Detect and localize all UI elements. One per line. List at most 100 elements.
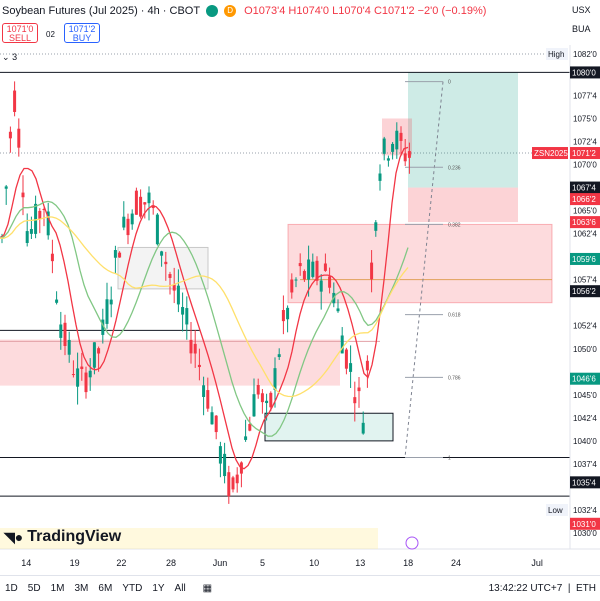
sell-price: 1071'0 <box>6 24 34 34</box>
time-tick-label: 28 <box>166 558 176 568</box>
unit-selector[interactable]: BUA <box>572 24 591 34</box>
fib-label: 0.618 <box>448 313 461 319</box>
price-chart[interactable]: 0 0.236 0.382 0.618 0.786 1 1082'0 1077'4 1075'0… <box>0 0 600 575</box>
timeframe-1y[interactable]: 1Y <box>152 583 165 594</box>
ma-slow-line <box>0 216 409 398</box>
price-badge <box>546 503 568 516</box>
session-selector[interactable]: ETH <box>576 583 596 594</box>
price-badge <box>570 216 600 229</box>
candle-body <box>101 319 105 335</box>
currency-selector[interactable]: USX <box>572 5 591 15</box>
price-tick-label: 1050'0 <box>573 345 597 354</box>
ohlc-values: O1073'4 H1074'0 L1070'4 C1071'2 −2'0 (−0… <box>244 5 487 17</box>
candle-body <box>193 343 197 354</box>
time-tick-label: 18 <box>403 558 413 568</box>
fib-label: 0.236 <box>448 165 461 171</box>
price-tick-label: 1065'0 <box>573 207 597 216</box>
sell-button[interactable]: 1071'0 SELL <box>2 23 38 43</box>
candle-body <box>185 308 189 325</box>
price-tick-label: 1030'0 <box>573 529 597 538</box>
candle-body <box>349 363 353 372</box>
price-badge <box>570 372 600 385</box>
price-badge-label: 1059'6 <box>572 255 596 264</box>
candle-body <box>273 368 277 390</box>
candle-body <box>227 472 231 497</box>
sell-label: SELL <box>8 33 32 43</box>
delayed-label: D <box>227 6 233 15</box>
buy-button[interactable]: 1071'2 BUY <box>64 23 100 43</box>
candle-body <box>286 307 290 320</box>
price-badge <box>532 147 568 160</box>
fib-label: 0 <box>448 80 451 86</box>
price-tick-label: 1045'0 <box>573 391 597 400</box>
price-badge <box>570 517 600 530</box>
candle-body <box>168 274 172 278</box>
candle-body <box>357 387 361 392</box>
candle-body <box>319 280 323 292</box>
candle-body <box>67 339 71 355</box>
candle-body <box>265 400 269 404</box>
indicators-toggle[interactable]: ⌄ 3 <box>2 52 17 63</box>
fib-label: 1 <box>448 455 451 461</box>
candle-body <box>126 218 130 236</box>
candle-body <box>164 261 168 265</box>
candle-body <box>311 261 315 277</box>
status-right: 13:42:22 UTC+7 | ETH <box>488 583 596 594</box>
candle-body <box>13 90 17 112</box>
candle-body <box>109 299 113 305</box>
candle-body <box>248 423 252 431</box>
calendar-icon[interactable]: ▦ <box>202 583 213 594</box>
timeframe-5d[interactable]: 5D <box>27 583 41 594</box>
candle-body <box>202 385 206 397</box>
candle-body <box>97 348 101 354</box>
timeframe-all[interactable]: All <box>174 583 186 594</box>
time-tick-label: 14 <box>21 558 31 568</box>
price-badge-label: 1056'2 <box>572 287 596 296</box>
price-badge <box>570 476 600 489</box>
bottom-toolbar: 1D 5D 1M 3M 6M YTD 1Y All ▦ 13:42:22 UTC… <box>0 575 600 601</box>
candle-body <box>50 253 54 262</box>
price-badge <box>546 48 568 60</box>
candle-body <box>298 263 302 267</box>
price-tick-label: 1052'4 <box>573 322 597 331</box>
logo-text: TradingView <box>27 528 122 545</box>
candle-body <box>307 259 311 280</box>
price-badge-label: 1063'6 <box>572 218 596 227</box>
price-badge <box>570 66 600 79</box>
candle-body <box>38 210 42 219</box>
timeframe-3m[interactable]: 3M <box>74 583 89 594</box>
candle-body <box>353 397 357 404</box>
time-highlight <box>0 528 378 549</box>
candle-body <box>172 284 176 291</box>
stop-zone <box>408 187 518 223</box>
timeframe-1m[interactable]: 1M <box>50 583 65 594</box>
candle-body <box>235 474 239 484</box>
supply-zone-left <box>0 339 340 386</box>
candle-body <box>386 158 390 161</box>
timeframe-ytd[interactable]: YTD <box>122 583 143 594</box>
symbol-title[interactable]: Soybean Futures (Jul 2025) · 4h · CBOT <box>2 5 201 17</box>
price-tick-label: 1072'4 <box>573 138 597 147</box>
candle-body <box>130 213 134 225</box>
candle-body <box>55 299 59 303</box>
price-tick-label: 1032'4 <box>573 506 597 515</box>
spread-value: 02 <box>46 30 55 39</box>
price-badge-label: 1031'0 <box>572 520 596 529</box>
timeframe-6m[interactable]: 6M <box>98 583 113 594</box>
price-badge <box>570 252 600 265</box>
candle-body <box>206 390 210 409</box>
candle-body <box>365 360 369 371</box>
candle-body <box>63 322 67 347</box>
candle-body <box>328 276 332 288</box>
tradingview-logo: ◥● TradingView <box>4 528 121 546</box>
candle-body <box>336 308 340 312</box>
candle-body <box>290 279 294 293</box>
candle-body <box>113 250 117 258</box>
market-open-icon <box>206 5 219 17</box>
timeframe-1d[interactable]: 1D <box>5 583 18 594</box>
price-tick-label: 1057'4 <box>573 276 597 285</box>
candle-body <box>160 251 164 256</box>
event-icon <box>405 536 419 550</box>
candle-body <box>8 131 12 139</box>
candle-body <box>391 143 395 152</box>
